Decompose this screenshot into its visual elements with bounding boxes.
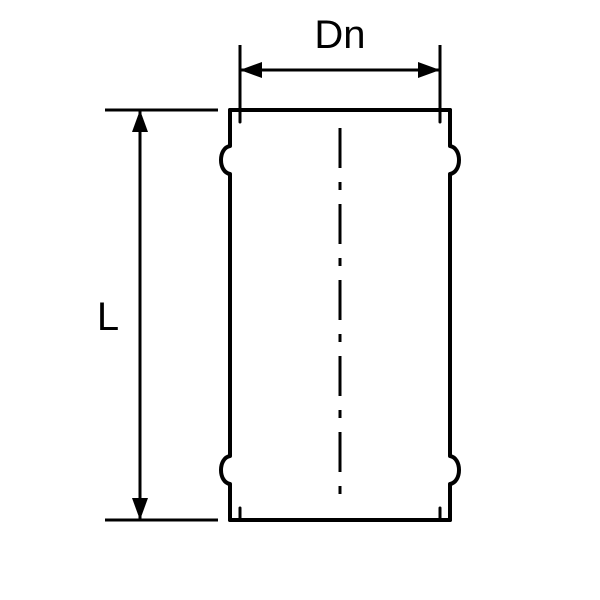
arrowhead-icon bbox=[418, 62, 440, 78]
dimension-label-dn: Dn bbox=[314, 13, 365, 57]
pipe-coupling-diagram: Dn L bbox=[0, 0, 600, 600]
arrowhead-icon bbox=[132, 498, 148, 520]
arrowhead-icon bbox=[240, 62, 262, 78]
arrowhead-icon bbox=[132, 110, 148, 132]
dimension-label-l: L bbox=[97, 295, 119, 339]
